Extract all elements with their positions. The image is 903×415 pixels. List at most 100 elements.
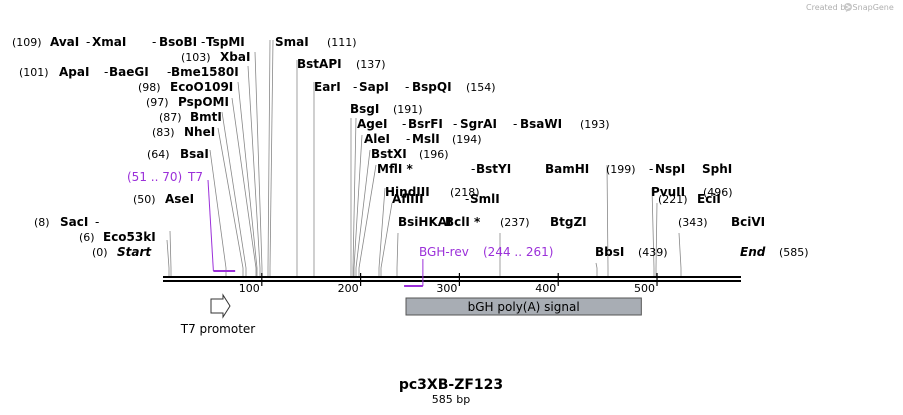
ruler-tick-label: 400 [535, 282, 556, 295]
enzyme-apai[interactable]: ApaI [59, 65, 89, 79]
enzyme-separator: - [104, 65, 108, 79]
enzyme-bsawi[interactable]: BsaWI [520, 117, 562, 131]
site-position-191: (191) [393, 103, 423, 116]
primer-leader-t7 [207, 179, 214, 272]
enzyme-mfli[interactable]: MflI * [377, 162, 413, 176]
enzyme-afliii[interactable]: AflIII [392, 192, 424, 206]
site-position-194: (194) [452, 133, 482, 146]
site-position-0: (0) [92, 246, 108, 259]
leader-line-221 [655, 202, 658, 276]
enzyme-sgrai[interactable]: SgrAI [460, 117, 497, 131]
site-position-87: (87) [159, 111, 182, 124]
enzyme-xbai[interactable]: XbaI [220, 50, 250, 64]
leader-line-bsihkai [396, 232, 399, 276]
enzyme-bsihkai[interactable]: BsiHKAI [398, 215, 452, 229]
leader-line-97 [231, 97, 257, 276]
enzyme-hindiii[interactable]: HindIII [385, 185, 430, 199]
enzyme-sapi[interactable]: SapI [359, 80, 389, 94]
enzyme-btgzi[interactable]: BtgZI [550, 215, 587, 229]
ruler-tick-label: 500 [634, 282, 655, 295]
enzyme-agei[interactable]: AgeI [357, 117, 387, 131]
leader-line-0 [166, 239, 170, 276]
site-leader-lines [166, 39, 682, 276]
site-position-101: (101) [19, 66, 49, 79]
site-position-111: (111) [327, 36, 357, 49]
primer-marks [207, 179, 424, 287]
primer-label-bgh-rev: BGH-rev [419, 245, 469, 259]
ruler-ticks: 100 200 300 400 500 [239, 273, 658, 295]
leader-line-196 [355, 149, 371, 276]
enzyme-pspomi[interactable]: PspOMI [178, 95, 229, 109]
enzyme-eari[interactable]: EarI [314, 80, 341, 94]
enzyme-bcivi[interactable]: BciVI [731, 215, 765, 229]
bgh-polya-feature[interactable]: bGH poly(A) signal [405, 297, 642, 316]
enzyme-saci[interactable]: SacI [60, 215, 88, 229]
enzyme-xmai[interactable]: XmaI [92, 35, 126, 49]
leader-line-109 [267, 39, 271, 276]
t7-promoter-feature[interactable]: T7 promoter [180, 293, 256, 336]
enzyme-bmti[interactable]: BmtI [190, 110, 222, 124]
enzyme-bamhi[interactable]: BamHI [545, 162, 589, 176]
leader-line-218 [378, 187, 386, 276]
enzyme-separator: - [402, 117, 406, 131]
enzyme-bme1580i[interactable]: Bme1580I [171, 65, 239, 79]
enzyme-separator: - [95, 215, 99, 229]
enzyme-smli[interactable]: SmlI [470, 192, 500, 206]
enzyme-separator: - [465, 192, 469, 206]
sequence-start-label: Start [117, 245, 152, 259]
enzyme-bstxi[interactable]: BstXI [371, 147, 407, 161]
ruler-tick-label: 300 [436, 282, 457, 295]
bgh-polya-box [405, 297, 642, 316]
enzyme-avai[interactable]: AvaI [50, 35, 79, 49]
enzyme-separator: - [649, 162, 653, 176]
site-position-8: (8) [34, 216, 50, 229]
site-position-193: (193) [580, 118, 610, 131]
leader-line-87 [221, 111, 247, 276]
enzyme-alei[interactable]: AleI [364, 132, 390, 146]
site-position-343: (343) [678, 216, 708, 229]
enzyme-baegi[interactable]: BaeGI [109, 65, 149, 79]
leader-line-439 [595, 262, 598, 276]
enzyme-separator: - [513, 117, 517, 131]
enzyme-bsgi[interactable]: BsgI [350, 102, 379, 116]
enzyme-ecii[interactable]: EciI [697, 192, 721, 206]
enzyme-bspqi[interactable]: BspQI [412, 80, 452, 94]
enzyme-smai[interactable]: SmaI [275, 35, 309, 49]
enzyme-bsai[interactable]: BsaI [180, 147, 209, 161]
primer-label-51-70: (51 .. 70) [127, 170, 182, 184]
enzyme-bstapi[interactable]: BstAPI [297, 57, 342, 71]
sequence-end-label: End [740, 245, 766, 259]
enzyme-nhei[interactable]: NheI [184, 125, 215, 139]
enzyme-pvuii[interactable]: PvuII [651, 185, 685, 199]
enzyme-asei[interactable]: AseI [165, 192, 194, 206]
site-position-218: (218) [450, 186, 480, 199]
leader-line-sgrai [352, 117, 357, 276]
leader-line-496 [651, 187, 655, 276]
enzyme-ecoo109i[interactable]: EcoO109I [170, 80, 233, 94]
site-position-585: (585) [779, 246, 809, 259]
enzyme-separator: - [201, 35, 205, 49]
leader-line-103 [269, 39, 274, 276]
leader-line-450 [606, 164, 609, 276]
enzyme-bbsi[interactable]: BbsI [595, 245, 624, 259]
enzyme-nspi[interactable]: NspI [655, 162, 685, 176]
sequence-length: 585 bp [432, 393, 470, 406]
enzyme-separator: - [353, 80, 357, 94]
site-position-237: (237) [500, 216, 530, 229]
site-position-439: (439) [638, 246, 668, 259]
leader-line-83 [217, 127, 244, 276]
leader-line-98 [237, 81, 258, 276]
enzyme-msli[interactable]: MslI [412, 132, 440, 146]
enzyme-sphi[interactable]: SphI [702, 162, 732, 176]
t7-promoter-label: T7 promoter [180, 322, 256, 336]
enzyme-bcli[interactable]: BclI * [445, 215, 481, 229]
enzyme-eco53ki[interactable]: Eco53kI [103, 230, 156, 244]
ruler-tick-label: 200 [338, 282, 359, 295]
enzyme-bsrfi[interactable]: BsrFI [408, 117, 443, 131]
enzyme-bsobi[interactable]: BsoBI [159, 35, 197, 49]
enzyme-separator: - [167, 65, 171, 79]
enzyme-bstyi[interactable]: BstYI [476, 162, 511, 176]
enzyme-tspmi[interactable]: TspMI [206, 35, 245, 49]
site-position-199: (199) [606, 163, 636, 176]
